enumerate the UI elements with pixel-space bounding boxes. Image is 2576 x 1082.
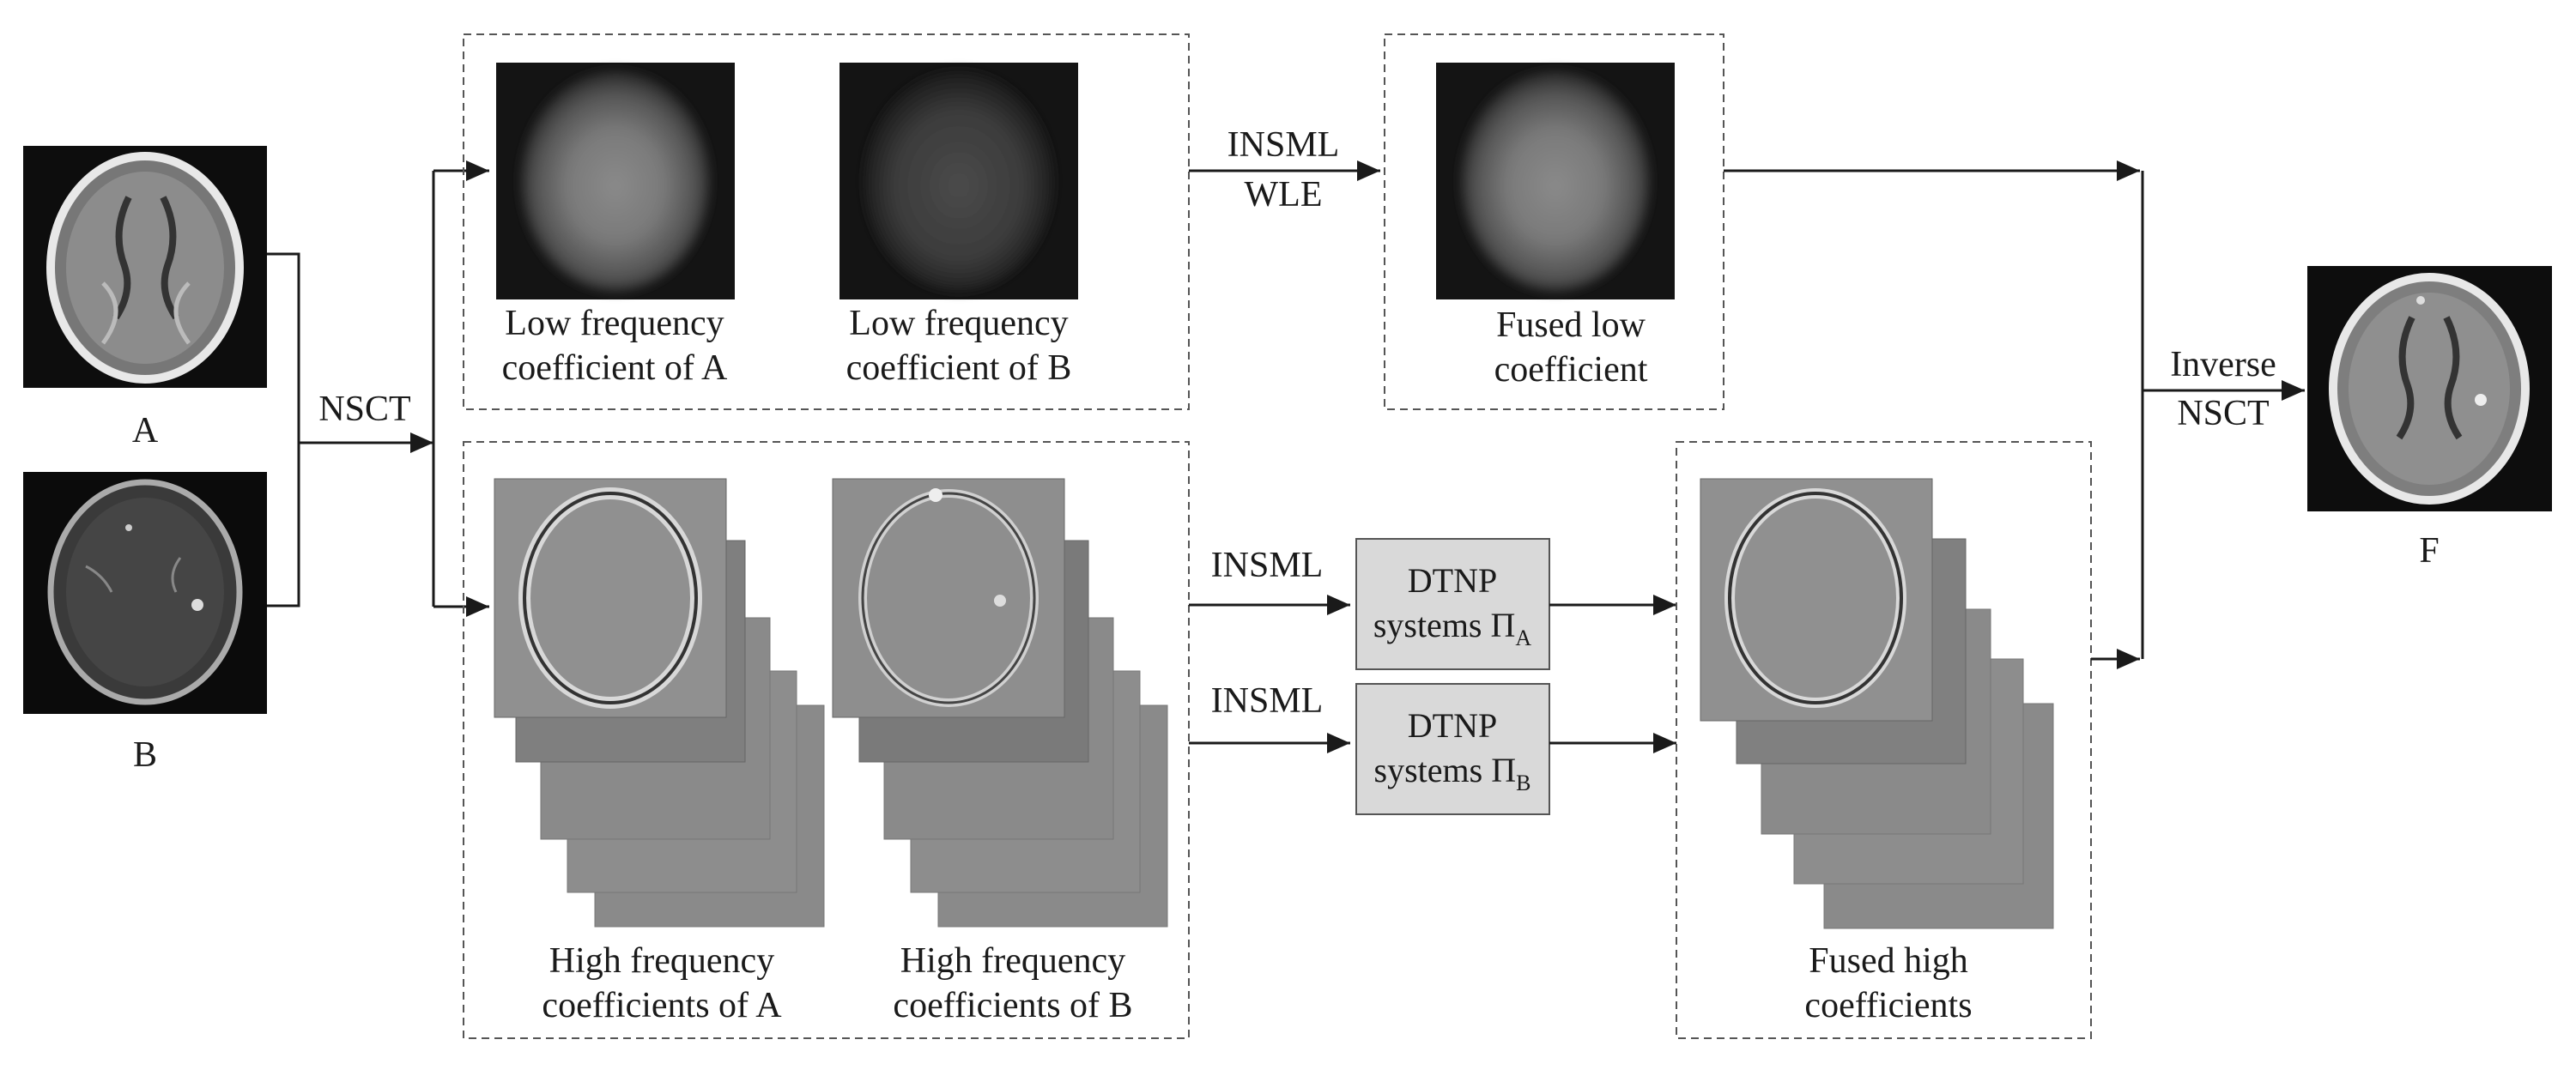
high-coef-a-stack — [494, 478, 825, 928]
image-a-label: A — [132, 411, 159, 450]
fused-low-label-2: coefficient — [1494, 350, 1648, 390]
low-frequency-box — [463, 33, 1190, 410]
inverse-nsct-label-2: NSCT — [2177, 394, 2269, 433]
image-b-label: B — [133, 735, 157, 775]
fused-low-box — [1384, 33, 1724, 410]
dtnp-a-line-2: systems ΠA — [1373, 606, 1532, 650]
dtnp-b-line-2: systems ΠB — [1374, 751, 1531, 795]
nsct-split-connector — [432, 160, 489, 617]
high-coef-b-label-1: High frequency — [900, 941, 1125, 981]
image-f — [2307, 266, 2552, 511]
high-rule-b-label: INSML — [1211, 681, 1324, 721]
reconstruction-connector — [1724, 160, 2305, 669]
high-frequency-box — [463, 441, 1190, 1039]
low-coef-b-label-1: Low frequency — [849, 304, 1068, 343]
input-connector — [267, 252, 433, 607]
low-coef-b-image — [839, 63, 1078, 299]
low-rule-label-1: INSML — [1227, 125, 1340, 165]
low-coef-a-label-1: Low frequency — [505, 304, 724, 343]
inverse-nsct-label-1: Inverse — [2170, 345, 2276, 384]
fused-high-label-1: Fused high — [1809, 941, 1968, 981]
image-b — [23, 472, 267, 714]
fused-low-label-1: Fused low — [1496, 305, 1646, 345]
dtnp-b-line-1: DTNP — [1408, 706, 1497, 745]
high-coef-b-stack — [832, 478, 1168, 928]
low-coef-a-image — [496, 63, 735, 299]
high-coef-b-label-2: coefficients of B — [893, 986, 1132, 1025]
fused-high-box — [1676, 441, 2092, 1039]
image-a — [23, 146, 267, 388]
image-f-label: F — [2419, 531, 2439, 571]
dtnp-a-line-1: DTNP — [1408, 561, 1497, 600]
high-coef-a-label-1: High frequency — [549, 941, 774, 981]
fused-low-image — [1436, 63, 1675, 299]
dtnp-system-a: DTNP systems ΠA — [1355, 538, 1550, 670]
fused-high-stack — [1700, 478, 2054, 929]
low-rule-label-2: WLE — [1245, 175, 1323, 215]
low-coef-a-label-2: coefficient of A — [502, 348, 728, 388]
nsct-label: NSCT — [318, 390, 410, 429]
dtnp-system-b: DTNP systems ΠB — [1355, 683, 1550, 815]
low-coef-b-label-2: coefficient of B — [846, 348, 1072, 388]
high-rule-a-label: INSML — [1211, 546, 1324, 585]
fused-high-label-2: coefficients — [1804, 986, 1972, 1025]
high-coef-a-label-2: coefficients of A — [542, 986, 782, 1025]
